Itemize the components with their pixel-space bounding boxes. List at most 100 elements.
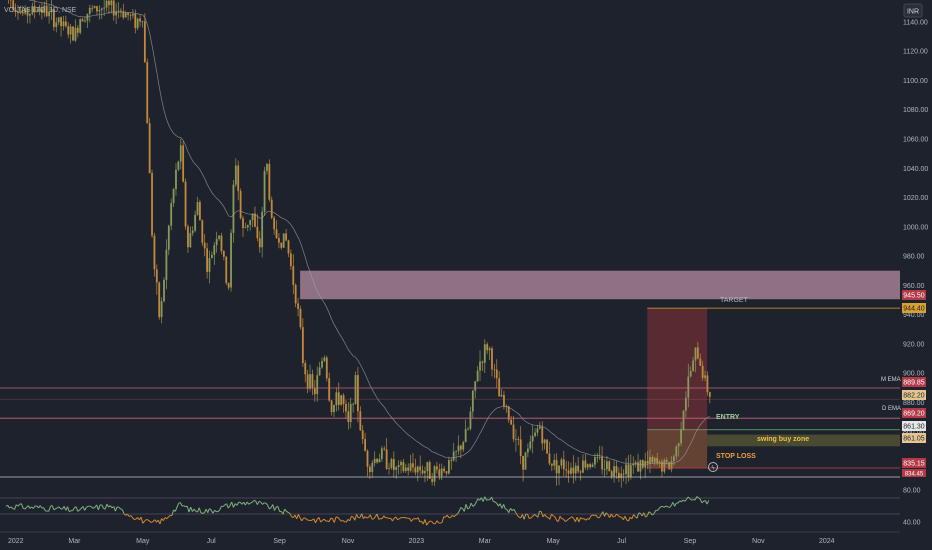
osc-segment — [369, 514, 373, 520]
candle-body — [155, 269, 158, 283]
osc-segment — [327, 520, 330, 523]
candle-body — [447, 460, 450, 474]
osc-segment — [494, 501, 498, 504]
osc-segment — [698, 497, 701, 500]
osc-segment — [551, 513, 554, 517]
osc-segment — [378, 518, 381, 520]
candle-body — [641, 460, 644, 468]
osc-segment — [53, 508, 56, 511]
osc-segment — [470, 502, 474, 507]
osc-segment — [82, 506, 86, 511]
candle-body — [534, 432, 536, 436]
candle-body — [483, 344, 486, 363]
candle-body — [416, 466, 419, 473]
badge-zone-low: 861.05 — [902, 433, 926, 443]
time-tick-label: 2022 — [8, 538, 24, 545]
candle-body — [605, 461, 608, 470]
candle-body — [270, 199, 273, 218]
candle-body — [637, 462, 639, 472]
osc-segment — [366, 516, 369, 519]
osc-segment — [426, 522, 429, 526]
candle-body — [689, 371, 692, 377]
osc-segment — [516, 514, 520, 518]
candle-body — [457, 445, 460, 452]
osc-segment — [540, 511, 544, 518]
candle-body — [481, 361, 484, 363]
osc-segment — [51, 505, 55, 510]
osc-segment — [627, 516, 631, 522]
osc-segment — [123, 513, 127, 516]
candle-body — [325, 357, 328, 379]
osc-segment — [646, 511, 650, 516]
candle-body — [258, 238, 261, 248]
osc-segment — [262, 502, 265, 505]
osc-segment — [258, 500, 262, 503]
alert-icon[interactable]: ϟ — [708, 462, 718, 472]
osc-segment — [207, 508, 210, 513]
osc-segment — [576, 517, 580, 523]
osc-segment — [118, 506, 121, 510]
candle-body — [313, 388, 316, 395]
candle-body — [275, 229, 278, 238]
currency-badge-bg[interactable] — [903, 3, 923, 18]
osc-segment — [664, 505, 667, 508]
candle-body — [558, 465, 560, 474]
osc-segment — [376, 513, 380, 520]
osc-segment — [349, 516, 352, 522]
currency-badge[interactable]: INR — [907, 9, 919, 16]
candle-body — [26, 8, 29, 16]
candle-body — [21, 11, 24, 14]
candle-body — [256, 226, 259, 239]
candle-body — [687, 376, 690, 398]
osc-segment — [63, 506, 67, 511]
candle-body — [301, 327, 304, 364]
symbol-label: VOLTAS LTD, 1D, NSE — [4, 7, 77, 14]
osc-segment — [616, 513, 619, 516]
osc-segment — [104, 503, 108, 510]
candle-body — [69, 26, 72, 35]
osc-segment — [696, 496, 699, 499]
osc-segment — [684, 498, 687, 502]
osc-segment — [537, 511, 541, 518]
candle-body — [692, 360, 694, 372]
osc-segment — [468, 502, 472, 509]
osc-tick-label: 40.00 — [903, 520, 921, 527]
candle-body — [41, 8, 43, 13]
osc-segment — [652, 513, 655, 516]
candle-body — [594, 457, 596, 465]
osc-segment — [84, 506, 87, 511]
osc-segment — [183, 505, 186, 508]
time-tick-label: Mar — [479, 538, 492, 545]
candle-body — [512, 424, 515, 440]
candle-body — [555, 460, 558, 474]
osc-segment — [617, 514, 621, 518]
candle-body — [354, 375, 357, 404]
osc-segment — [287, 511, 291, 514]
candle-body — [129, 14, 132, 16]
osc-segment — [75, 506, 79, 512]
candle-body — [273, 217, 276, 230]
osc-segment — [428, 520, 431, 523]
osc-segment — [467, 507, 470, 510]
osc-segment — [602, 511, 605, 517]
candle-body — [337, 392, 340, 405]
osc-segment — [590, 514, 593, 517]
candle-body — [12, 0, 15, 10]
candle-body — [560, 459, 563, 466]
price-tick-label: 1120.00 — [903, 49, 928, 56]
price-tick-label: 1080.00 — [903, 107, 928, 114]
candle-body — [522, 456, 525, 470]
time-axis[interactable]: 2022 Mar May Jul Sep Nov 2023 Mar May Jul Sep Nov 20… — [0, 533, 932, 550]
osc-segment — [424, 519, 428, 526]
entry-label: ENTRY — [716, 414, 740, 421]
candle-body — [658, 461, 661, 464]
candle-body — [390, 459, 393, 469]
candle-body — [488, 348, 491, 351]
candle-body — [586, 464, 589, 468]
d-ema-label: D EMA — [882, 406, 901, 412]
osc-segment — [604, 512, 607, 517]
candle-body — [543, 439, 546, 444]
osc-segment — [521, 514, 525, 520]
osc-segment — [144, 519, 147, 522]
